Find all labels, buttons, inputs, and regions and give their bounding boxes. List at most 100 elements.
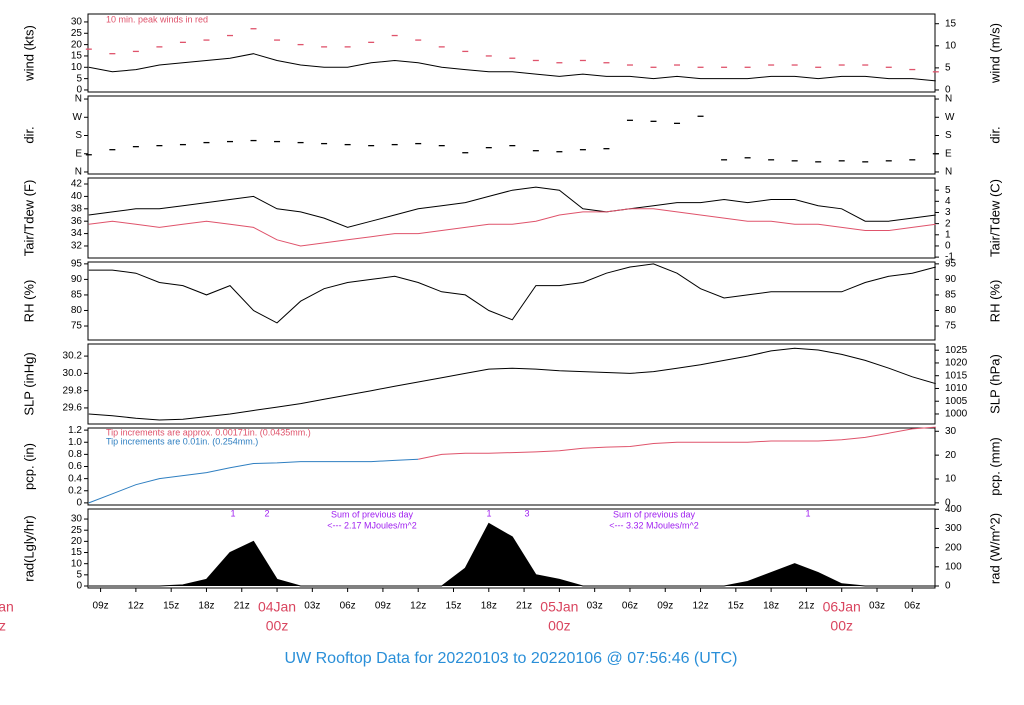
annotation: Sum of previous day [613, 509, 696, 519]
y2-axis-label: wind (m/s) [987, 23, 1002, 84]
panel-frame [87, 177, 936, 259]
y-tick-label: 0.8 [68, 449, 82, 460]
y2-tick-label: 0 [945, 581, 951, 592]
y2-tick-label: 90 [945, 274, 957, 285]
x-tick-label: 21z [234, 601, 250, 612]
day-label: 05Jan [540, 599, 578, 615]
y-tick-label: 95 [71, 259, 83, 270]
annotation: 1 [486, 508, 491, 518]
y2-tick-label: 10 [945, 40, 957, 51]
x-tick-label: 18z [763, 601, 779, 612]
y-tick-label: 32 [71, 241, 83, 252]
y2-tick-label: 300 [945, 523, 962, 534]
y-tick-label: 30 [71, 514, 83, 525]
x-tick-label: 09z [375, 601, 391, 612]
x-tick-label: 21z [798, 601, 814, 612]
x-tick-label: 03z [587, 601, 603, 612]
y-tick-label: S [75, 130, 82, 141]
annotation: Sum of previous day [331, 509, 414, 519]
y-tick-label: 25 [71, 525, 83, 536]
y2-axis-label: SLP (hPa) [987, 354, 1002, 414]
x-tick-label: 03z [304, 601, 320, 612]
y-tick-label: 0.2 [68, 485, 82, 496]
y-tick-label: 0.4 [68, 473, 82, 484]
y-tick-label: 0 [76, 498, 82, 509]
panel-frame [87, 13, 936, 93]
x-tick-label: 09z [93, 601, 109, 612]
annotation: 1 [230, 508, 235, 518]
series-line [418, 426, 936, 460]
y-tick-label: 75 [71, 321, 83, 332]
y-tick-label: 0 [76, 581, 82, 592]
x-tick-label: 06z [622, 601, 638, 612]
y2-axis-label: RH (%) [987, 280, 1002, 323]
y2-tick-label: 15 [945, 18, 957, 29]
y2-tick-label: 95 [945, 259, 957, 270]
series-line [88, 263, 936, 324]
y-tick-label: 36 [71, 216, 83, 227]
x-tick-label: 18z [198, 601, 214, 612]
y2-axis-label: pcp. (mm) [987, 437, 1002, 496]
x-tick-label: 09z [657, 601, 673, 612]
y-axis-label: dir. [21, 126, 36, 143]
y-tick-label: 29.8 [63, 385, 83, 396]
y2-tick-label: 75 [945, 321, 957, 332]
y2-tick-label: 100 [945, 561, 962, 572]
y-tick-label: 30 [71, 17, 83, 28]
y2-tick-label: E [945, 148, 952, 159]
y-tick-label: E [75, 148, 82, 159]
y-tick-label: 42 [71, 179, 83, 190]
y2-axis-label: dir. [987, 126, 1002, 143]
day-label: 04Jan [258, 599, 296, 615]
y-axis-label: rad(Lgly/hr) [21, 515, 36, 581]
annotation: 10 min. peak winds in red [106, 14, 208, 24]
y-tick-label: 5 [76, 73, 82, 84]
x-tick-label: 12z [692, 601, 708, 612]
series-line [88, 347, 936, 421]
y-tick-label: 90 [71, 274, 83, 285]
y2-tick-label: 1000 [945, 409, 968, 420]
y2-axis-label: rad (W/m^2) [987, 513, 1002, 584]
x-tick-label: 00z [266, 618, 289, 634]
x-tick-label: 18z [481, 601, 497, 612]
y-tick-label: 20 [71, 536, 83, 547]
annotation: 2 [264, 508, 269, 518]
y-tick-label: 1.0 [68, 437, 82, 448]
y-tick-label: 10 [71, 558, 83, 569]
x-tick-label: 15z [445, 601, 461, 612]
y-tick-label: 0 [76, 85, 82, 96]
y2-tick-label: 200 [945, 542, 962, 553]
y2-tick-label: -1 [945, 252, 954, 263]
y2-tick-label: 20 [945, 450, 957, 461]
y-tick-label: 25 [71, 28, 83, 39]
annotation: 3 [524, 508, 529, 518]
y2-tick-label: 400 [945, 504, 962, 515]
y-axis-label: SLP (inHg) [21, 352, 36, 415]
x-tick-label: 12z [410, 601, 426, 612]
y-tick-label: W [73, 112, 83, 123]
y2-tick-label: 2 [945, 218, 951, 229]
x-tick-label: 12z [128, 601, 144, 612]
y-tick-label: 29.6 [63, 403, 83, 414]
x-tick-label: 06z [904, 601, 920, 612]
y-tick-label: 40 [71, 191, 83, 202]
y2-tick-label: 5 [945, 63, 951, 74]
area-fill [88, 523, 936, 586]
y2-tick-label: 1020 [945, 358, 968, 369]
panel-frame [87, 343, 936, 425]
y2-tick-label: 30 [945, 426, 957, 437]
y2-tick-label: 10 [945, 474, 957, 485]
y2-tick-label: 0 [945, 241, 951, 252]
annotation: Tip increments are approx. 0.00171in. (0… [106, 427, 311, 437]
annotation: 1 [805, 508, 810, 518]
panel-frame [87, 261, 936, 341]
x-tick-label: 00z [548, 618, 571, 634]
y-tick-label: 15 [71, 51, 83, 62]
y2-tick-label: 1010 [945, 383, 968, 394]
y2-tick-label: 5 [945, 185, 951, 196]
y-axis-label: Tair/Tdew (F) [21, 180, 36, 257]
y-axis-label: RH (%) [21, 280, 36, 323]
annotation: <--- 2.17 MJoules/m^2 [327, 520, 417, 530]
